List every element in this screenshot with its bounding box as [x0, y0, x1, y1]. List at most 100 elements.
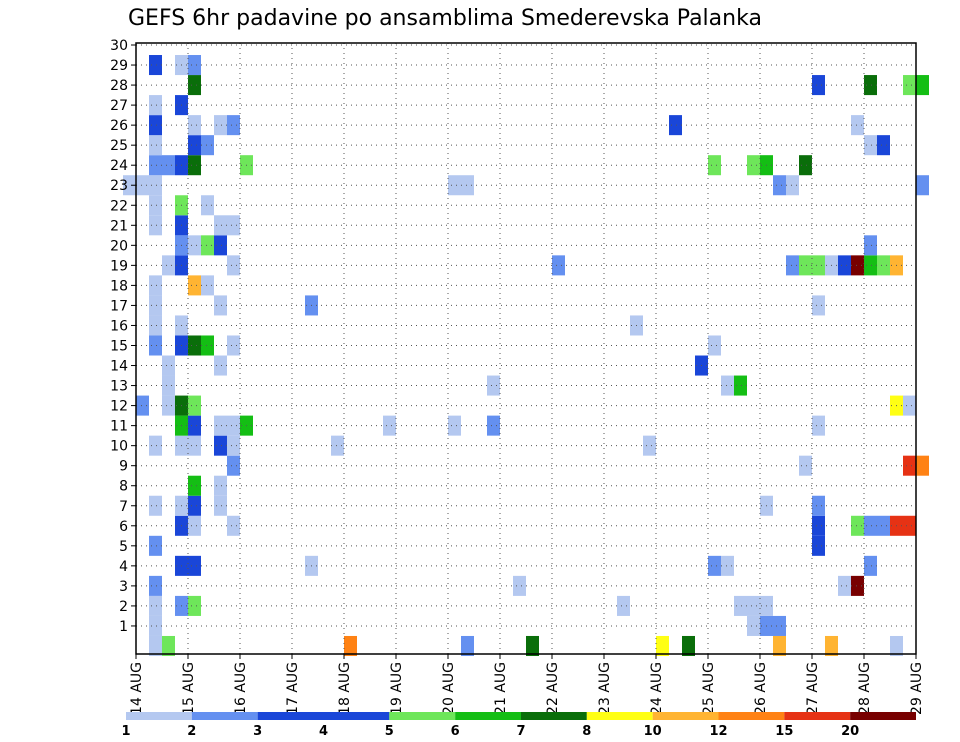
- colorbar-label: 7: [516, 724, 525, 739]
- x-tick-label: 19 AUG: [389, 662, 405, 715]
- heatmap-cell: [227, 335, 240, 356]
- heatmap-cell: [864, 555, 877, 576]
- colorbar-label: 10: [644, 724, 662, 739]
- heatmap-cell: [864, 135, 877, 156]
- heatmap-cell: [786, 255, 799, 276]
- heatmap-cell: [903, 395, 916, 416]
- heatmap-cell: [149, 315, 162, 336]
- heatmap-cell: [188, 115, 201, 136]
- heatmap-cell: [136, 395, 149, 416]
- y-tick-label: 7: [119, 499, 128, 515]
- heatmap-cell: [188, 435, 201, 456]
- heatmap-cell: [773, 175, 786, 196]
- y-tick-label: 5: [119, 539, 128, 555]
- heatmap-cell: [877, 135, 890, 156]
- heatmap-cell: [149, 55, 162, 76]
- heatmap-cell: [227, 455, 240, 476]
- plot-frame: [135, 42, 917, 655]
- y-tick-label: 19: [110, 258, 128, 274]
- heatmap-cell: [825, 635, 838, 657]
- heatmap-cell: [448, 175, 461, 196]
- y-tick-label: 12: [110, 399, 128, 415]
- colorbar-label: 3: [253, 724, 262, 739]
- heatmap-cell: [188, 475, 201, 496]
- heatmap-cell: [656, 635, 669, 657]
- y-tick-label: 10: [110, 439, 128, 455]
- heatmap-cell: [227, 415, 240, 436]
- heatmap-cell: [149, 195, 162, 216]
- y-tick-label: 26: [110, 118, 128, 134]
- heatmap-cell: [864, 75, 877, 96]
- heatmap-cell: [708, 155, 721, 176]
- heatmap-cell: [721, 555, 734, 576]
- y-tick-label: 18: [110, 278, 128, 294]
- x-tick-label: 28 AUG: [857, 662, 873, 715]
- colorbar-segment: [521, 712, 587, 720]
- heatmap-cell: [162, 255, 175, 276]
- y-tick-label: 25: [110, 138, 128, 154]
- heatmap-cell: [214, 415, 227, 436]
- y-tick-label: 13: [110, 379, 128, 395]
- heatmap-cell: [812, 415, 825, 436]
- heatmap-cell: [903, 75, 916, 96]
- heatmap-cell: [214, 295, 227, 316]
- x-tick-label: 21 AUG: [493, 662, 509, 715]
- heatmap-cell: [201, 235, 214, 256]
- heatmap-cell: [214, 235, 227, 256]
- y-tick-label: 11: [110, 419, 128, 435]
- x-tick-label: 26 AUG: [753, 662, 769, 715]
- heatmap-cell: [838, 575, 851, 596]
- heatmap-cell: [838, 255, 851, 276]
- colorbar-segment: [718, 712, 785, 720]
- heatmap-cell: [916, 75, 929, 96]
- x-tick-label: 20 AUG: [441, 662, 457, 715]
- heatmap-cell: [812, 515, 825, 536]
- heatmap-cell: [188, 515, 201, 536]
- heatmap-cell: [786, 175, 799, 196]
- heatmap-cell: [331, 435, 344, 456]
- heatmap-cell: [149, 635, 162, 657]
- heatmap-cell: [162, 395, 175, 416]
- y-tick-label: 28: [110, 78, 128, 94]
- heatmap-cell: [669, 115, 682, 136]
- heatmap-cell: [149, 615, 162, 636]
- heatmap-cell: [721, 375, 734, 396]
- heatmap-cell: [708, 335, 721, 356]
- heatmap-cell: [903, 515, 916, 536]
- heatmap-cell: [188, 235, 201, 256]
- y-tick-label: 1: [119, 619, 128, 635]
- y-tick-label: 16: [110, 318, 128, 334]
- heatmap-cell: [149, 495, 162, 516]
- heatmap-cell: [851, 515, 864, 536]
- y-tick-label: 6: [119, 519, 128, 535]
- heatmap-cell: [149, 175, 162, 196]
- x-tick-label: 17 AUG: [285, 662, 301, 715]
- heatmap-cell: [552, 255, 565, 276]
- heatmap-cell: [149, 215, 162, 236]
- heatmap-cell: [149, 135, 162, 156]
- y-tick-label: 15: [110, 338, 128, 354]
- x-tick-label: 16 AUG: [233, 662, 249, 715]
- heatmap-cell: [461, 175, 474, 196]
- colorbar-segment: [850, 712, 916, 720]
- heatmap-cell: [773, 635, 786, 657]
- heatmap-cell: [734, 375, 747, 396]
- colorbar-label: 8: [582, 724, 591, 739]
- heatmap-cell: [149, 95, 162, 116]
- heatmap-cell: [747, 595, 760, 616]
- heatmap-cell: [487, 415, 500, 436]
- heatmap-cell: [916, 175, 929, 196]
- heatmap-cell: [812, 295, 825, 316]
- heatmap-cell: [188, 75, 201, 96]
- heatmap-cell: [214, 355, 227, 376]
- heatmap-cell: [448, 415, 461, 436]
- heatmap-cell: [864, 515, 877, 536]
- heatmap-cell: [188, 415, 201, 436]
- heatmap-cell: [682, 635, 695, 657]
- colorbar-label: 2: [187, 724, 196, 739]
- heatmap-cell: [149, 335, 162, 356]
- heatmap-cell: [461, 635, 474, 657]
- heatmap-cell: [149, 435, 162, 456]
- heatmap-cell: [747, 615, 760, 636]
